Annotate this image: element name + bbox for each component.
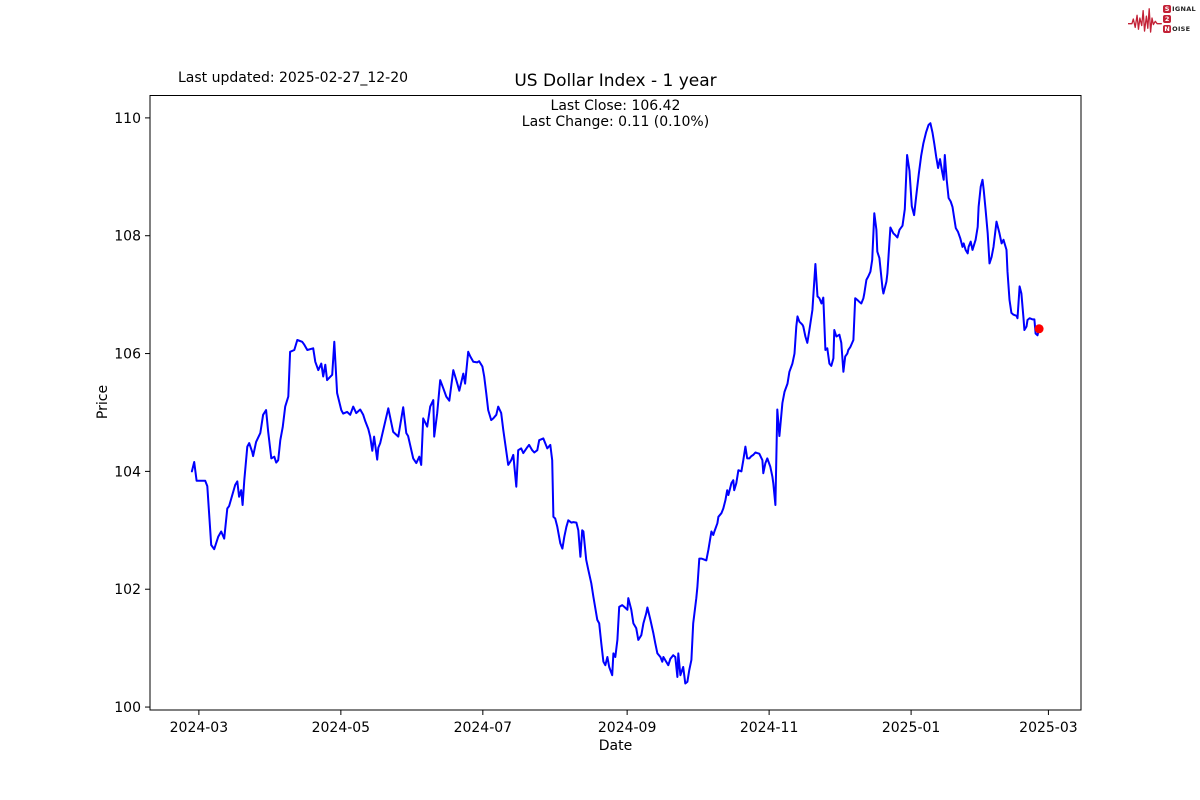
logo-row-noise: N OISE bbox=[1163, 24, 1196, 34]
axes-spines bbox=[149, 95, 1082, 711]
last-updated-text: Last updated: 2025-02-27_12-20 bbox=[178, 70, 409, 86]
y-tick-label: 108 bbox=[114, 229, 141, 245]
last-close-annotation: Last Close: 106.42 bbox=[550, 98, 681, 114]
x-tick-label: 2024-03 bbox=[170, 720, 229, 736]
signal2noise-logo: S IGNAL 2 N OISE bbox=[1128, 4, 1196, 34]
logo-badge-2: 2 bbox=[1163, 15, 1172, 23]
chart-title: US Dollar Index - 1 year bbox=[514, 71, 717, 91]
y-tick-label: 110 bbox=[114, 111, 141, 127]
logo-text-ignal: IGNAL bbox=[1172, 5, 1196, 13]
y-tick-label: 106 bbox=[114, 347, 141, 363]
x-tick-label: 2024-09 bbox=[598, 720, 657, 736]
y-axis-label: Price bbox=[95, 384, 111, 420]
logo-row-signal: S IGNAL bbox=[1163, 4, 1196, 14]
x-tick-label: 2025-03 bbox=[1019, 720, 1078, 736]
last-change-annotation: Last Change: 0.11 (0.10%) bbox=[521, 114, 710, 130]
price-line bbox=[190, 122, 1041, 685]
logo-badge-n: N bbox=[1163, 25, 1172, 33]
signal-waveform-icon bbox=[1128, 8, 1163, 33]
x-tick-label: 2024-07 bbox=[454, 720, 513, 736]
y-tick-label: 102 bbox=[114, 582, 141, 598]
x-tick-label: 2024-05 bbox=[312, 720, 371, 736]
logo-row-2: 2 bbox=[1163, 14, 1196, 24]
x-tick-label: 2024-11 bbox=[740, 720, 799, 736]
logo-text-oise: OISE bbox=[1172, 25, 1191, 33]
last-close-marker bbox=[1034, 324, 1044, 334]
y-tick-label: 100 bbox=[114, 700, 141, 716]
x-tick-label: 2025-01 bbox=[882, 720, 941, 736]
logo-badge-s: S bbox=[1163, 5, 1172, 13]
x-axis-label: Date bbox=[598, 738, 633, 754]
y-tick-label: 104 bbox=[114, 464, 141, 480]
logo-text: S IGNAL 2 N OISE bbox=[1163, 4, 1196, 34]
